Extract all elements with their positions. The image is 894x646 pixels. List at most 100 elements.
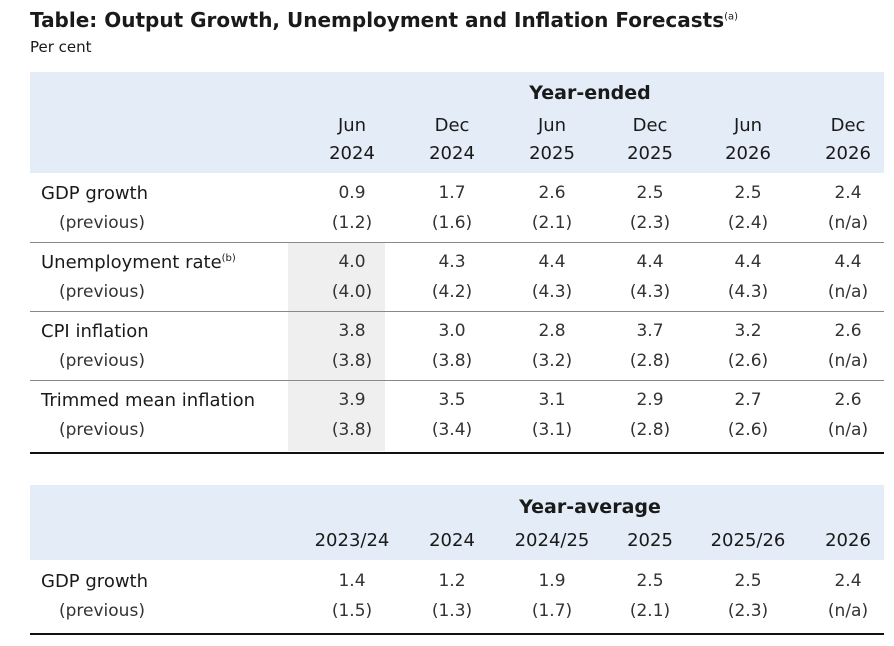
cell-previous: (2.1)	[629, 601, 671, 621]
cell-value: 2.5	[734, 571, 762, 591]
cell-value: 3.7	[636, 321, 664, 341]
column-header: Dec	[632, 115, 668, 136]
column-header: Jun	[537, 115, 567, 136]
cell-value: 1.7	[438, 183, 466, 203]
cell-previous: (3.8)	[331, 351, 373, 371]
row-label: CPI inflation	[41, 323, 149, 341]
table-bottom-rule	[30, 452, 884, 454]
title: Table: Output Growth, Unemployment and I…	[30, 8, 725, 32]
cell-previous: (2.8)	[629, 420, 671, 440]
row-separator	[30, 380, 884, 381]
highlight-column	[288, 242, 385, 451]
cell-value: 2.6	[538, 183, 566, 203]
cell-value: 2.5	[636, 571, 664, 591]
cell-previous: (n/a)	[827, 282, 869, 302]
cell-value: 2.7	[734, 390, 762, 410]
cell-previous: (3.2)	[531, 351, 573, 371]
title-block: Table: Output Growth, Unemployment and I…	[30, 10, 738, 30]
row-label-text: GDP growth	[41, 571, 149, 592]
row-label-text: GDP growth	[41, 183, 149, 204]
cell-previous: (4.2)	[431, 282, 473, 302]
cell-value: 4.3	[438, 252, 466, 272]
cell-value: 0.9	[338, 183, 366, 203]
cell-value: 4.4	[734, 252, 762, 272]
title-note: (a)	[724, 11, 739, 23]
row-label-text: CPI inflation	[41, 321, 149, 342]
header-band	[30, 485, 884, 560]
cell-value: 2.5	[636, 183, 664, 203]
row-label: Unemployment rate(b)	[41, 254, 236, 272]
cell-value: 3.9	[338, 390, 366, 410]
column-header: 2025	[627, 530, 673, 551]
column-header: Jun	[733, 115, 763, 136]
column-header: Dec	[434, 115, 470, 136]
cell-previous: (4.3)	[531, 282, 573, 302]
group-label: Year-average	[519, 496, 661, 518]
cell-previous: (1.7)	[531, 601, 573, 621]
row-note: (b)	[221, 253, 236, 264]
cell-previous: (2.3)	[727, 601, 769, 621]
cell-value: 4.4	[636, 252, 664, 272]
cell-value: 2.8	[538, 321, 566, 341]
cell-previous: (2.8)	[629, 351, 671, 371]
previous-label: (previous)	[59, 601, 145, 621]
row-label-text: Unemployment rate	[41, 252, 222, 273]
cell-previous: (4.3)	[629, 282, 671, 302]
cell-value: 1.9	[538, 571, 566, 591]
cell-previous: (n/a)	[827, 213, 869, 233]
cell-value: 4.4	[834, 252, 862, 272]
row-label: GDP growth	[41, 573, 148, 591]
cell-value: 4.4	[538, 252, 566, 272]
cell-previous: (2.1)	[531, 213, 573, 233]
column-header: 2024	[329, 143, 375, 164]
cell-value: 4.0	[338, 252, 366, 272]
column-header: 2025	[627, 143, 673, 164]
column-header: 2025	[529, 143, 575, 164]
cell-value: 3.2	[734, 321, 762, 341]
row-separator	[30, 311, 884, 312]
column-header: 2026	[825, 143, 871, 164]
cell-previous: (1.6)	[431, 213, 473, 233]
row-separator	[30, 242, 884, 243]
row-label: GDP growth	[41, 185, 148, 203]
cell-value: 3.5	[438, 390, 466, 410]
cell-previous: (2.6)	[727, 420, 769, 440]
cell-previous: (3.8)	[431, 351, 473, 371]
row-label-text: Trimmed mean inflation	[41, 390, 256, 411]
column-header: 2024/25	[514, 530, 590, 551]
cell-value: 3.0	[438, 321, 466, 341]
cell-value: 1.4	[338, 571, 366, 591]
cell-previous: (n/a)	[827, 601, 869, 621]
row-label: Trimmed mean inflation	[41, 392, 255, 410]
cell-value: 2.6	[834, 321, 862, 341]
cell-previous: (3.8)	[331, 420, 373, 440]
cell-previous: (4.3)	[727, 282, 769, 302]
cell-previous: (n/a)	[827, 351, 869, 371]
table-bottom-rule	[30, 633, 884, 635]
cell-previous: (n/a)	[827, 420, 869, 440]
cell-previous: (1.3)	[431, 601, 473, 621]
column-header: 2024	[429, 530, 475, 551]
column-header: 2025/26	[710, 530, 786, 551]
previous-label: (previous)	[59, 351, 145, 371]
subtitle: Per cent	[30, 38, 92, 56]
group-label: Year-ended	[529, 82, 651, 104]
cell-value: 3.1	[538, 390, 566, 410]
header-band	[30, 72, 884, 173]
cell-previous: (1.5)	[331, 601, 373, 621]
cell-previous: (2.3)	[629, 213, 671, 233]
column-header: 2026	[825, 530, 871, 551]
column-header: 2024	[429, 143, 475, 164]
cell-previous: (3.4)	[431, 420, 473, 440]
column-header: 2026	[725, 143, 771, 164]
previous-label: (previous)	[59, 420, 145, 440]
cell-previous: (2.6)	[727, 351, 769, 371]
cell-value: 2.4	[834, 183, 862, 203]
cell-previous: (1.2)	[331, 213, 373, 233]
cell-value: 2.9	[636, 390, 664, 410]
cell-value: 3.8	[338, 321, 366, 341]
column-header: 2023/24	[314, 530, 390, 551]
cell-value: 2.5	[734, 183, 762, 203]
cell-previous: (4.0)	[331, 282, 373, 302]
